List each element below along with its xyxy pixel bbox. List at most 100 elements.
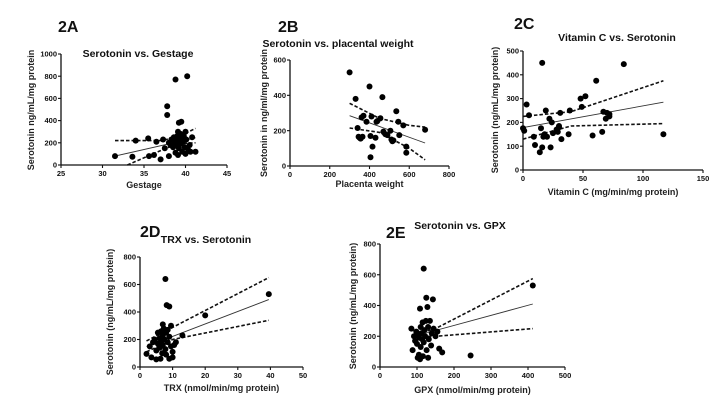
data-point [432, 333, 439, 340]
data-point [467, 352, 474, 359]
x-tick-label: 500 [559, 371, 572, 380]
chart-title: Serotonin vs. placental weight [262, 38, 414, 50]
data-point [544, 133, 550, 140]
data-point [153, 138, 160, 145]
data-point [363, 118, 370, 125]
y-tick-label: 600 [273, 56, 286, 65]
data-point [161, 145, 168, 152]
data-point [379, 94, 386, 101]
chart-title: Serotonin vs. Gestage [83, 48, 194, 60]
data-point [423, 347, 430, 354]
data-point [186, 142, 193, 148]
x-tick-label: 400 [522, 371, 535, 380]
data-point [166, 333, 173, 340]
data-point [129, 153, 136, 160]
data-point [593, 77, 600, 84]
x-tick-label: 100 [637, 174, 650, 183]
data-point [589, 132, 596, 139]
x-tick-label: 0 [378, 371, 382, 380]
data-point [400, 122, 407, 129]
data-point [538, 125, 544, 132]
y-tick-label: 400 [123, 308, 136, 317]
data-point [179, 332, 186, 339]
x-tick-label: 30 [98, 169, 106, 178]
data-point [577, 95, 584, 102]
data-point [557, 109, 564, 116]
data-point [368, 113, 375, 120]
data-point [346, 69, 353, 76]
data-point [372, 134, 379, 141]
x-tick-label: 20 [201, 371, 209, 380]
data-point [521, 127, 528, 134]
x-tick-label: 50 [579, 174, 587, 183]
data-point [367, 133, 374, 139]
y-tick-label: 800 [123, 253, 136, 262]
x-tick-label: 600 [403, 170, 416, 179]
x-tick-label: 10 [168, 371, 176, 380]
x-tick-label: 40 [266, 371, 274, 380]
x-tick-label: 30 [234, 371, 242, 380]
data-point [408, 325, 415, 332]
data-point [148, 354, 155, 361]
chart-panel-2d: 2D TRX vs. Serotonin 0 200 400 600 800 0 10 20 30 4… [105, 224, 307, 393]
ci-upper-line [522, 80, 664, 118]
data-point [554, 128, 561, 135]
data-point [175, 152, 181, 158]
data-point [424, 304, 431, 310]
data-point [530, 133, 537, 140]
y-tick-label: 0 [53, 161, 57, 170]
ci-upper-line [416, 277, 534, 335]
data-point [606, 111, 613, 118]
data-point [565, 131, 572, 138]
chart-panel-2a: 2A Serotonin vs. Gestage 0 200 400 600 800 1000… [26, 19, 231, 190]
data-point [422, 126, 429, 133]
data-point [582, 93, 589, 100]
data-point [265, 291, 272, 298]
ci-lower-line [146, 319, 269, 353]
data-point [425, 324, 432, 330]
data-point [409, 347, 416, 354]
x-tick-label: 0 [521, 174, 525, 183]
y-tick-label: 300 [506, 94, 519, 103]
y-tick-label: 800 [363, 240, 376, 249]
data-point [172, 76, 179, 83]
regression-line [522, 101, 664, 129]
data-point [425, 336, 432, 343]
data-point [420, 265, 427, 272]
y-tick-label: 400 [506, 70, 519, 79]
data-point [202, 312, 209, 319]
data-point [164, 112, 171, 118]
y-tick-label: 200 [44, 138, 57, 147]
data-point [367, 154, 374, 161]
data-point [157, 156, 164, 163]
y-tick-label: 400 [363, 301, 376, 310]
data-point [660, 131, 667, 138]
y-axis-label: Serotonin (ng/mL/mg protein) [348, 243, 358, 370]
y-tick-label: 200 [273, 126, 286, 135]
data-point [419, 353, 426, 360]
data-point [166, 303, 173, 310]
data-point [578, 103, 585, 110]
data-point [146, 153, 152, 160]
data-point [360, 112, 367, 119]
y-tick-label: 1000 [40, 50, 57, 59]
data-point [192, 148, 199, 155]
data-point [425, 354, 432, 361]
x-axis-label: TRX (nmol/min/mg protein) [164, 383, 280, 393]
ci-upper-line [349, 102, 426, 128]
data-point [393, 108, 400, 115]
x-tick-label: 200 [448, 371, 461, 380]
x-tick-label: 400 [363, 170, 376, 179]
y-tick-label: 0 [132, 363, 136, 372]
y-axis-label: Serotonin (ng/mL/mg protein) [490, 47, 500, 174]
panel-label: 2B [278, 19, 298, 36]
data-point [556, 124, 562, 131]
data-point [417, 344, 424, 350]
data-point [620, 61, 627, 68]
data-point [417, 305, 423, 312]
x-tick-label: 35 [140, 169, 148, 178]
data-point [169, 354, 176, 361]
data-point [526, 112, 532, 119]
y-tick-label: 600 [123, 280, 136, 289]
